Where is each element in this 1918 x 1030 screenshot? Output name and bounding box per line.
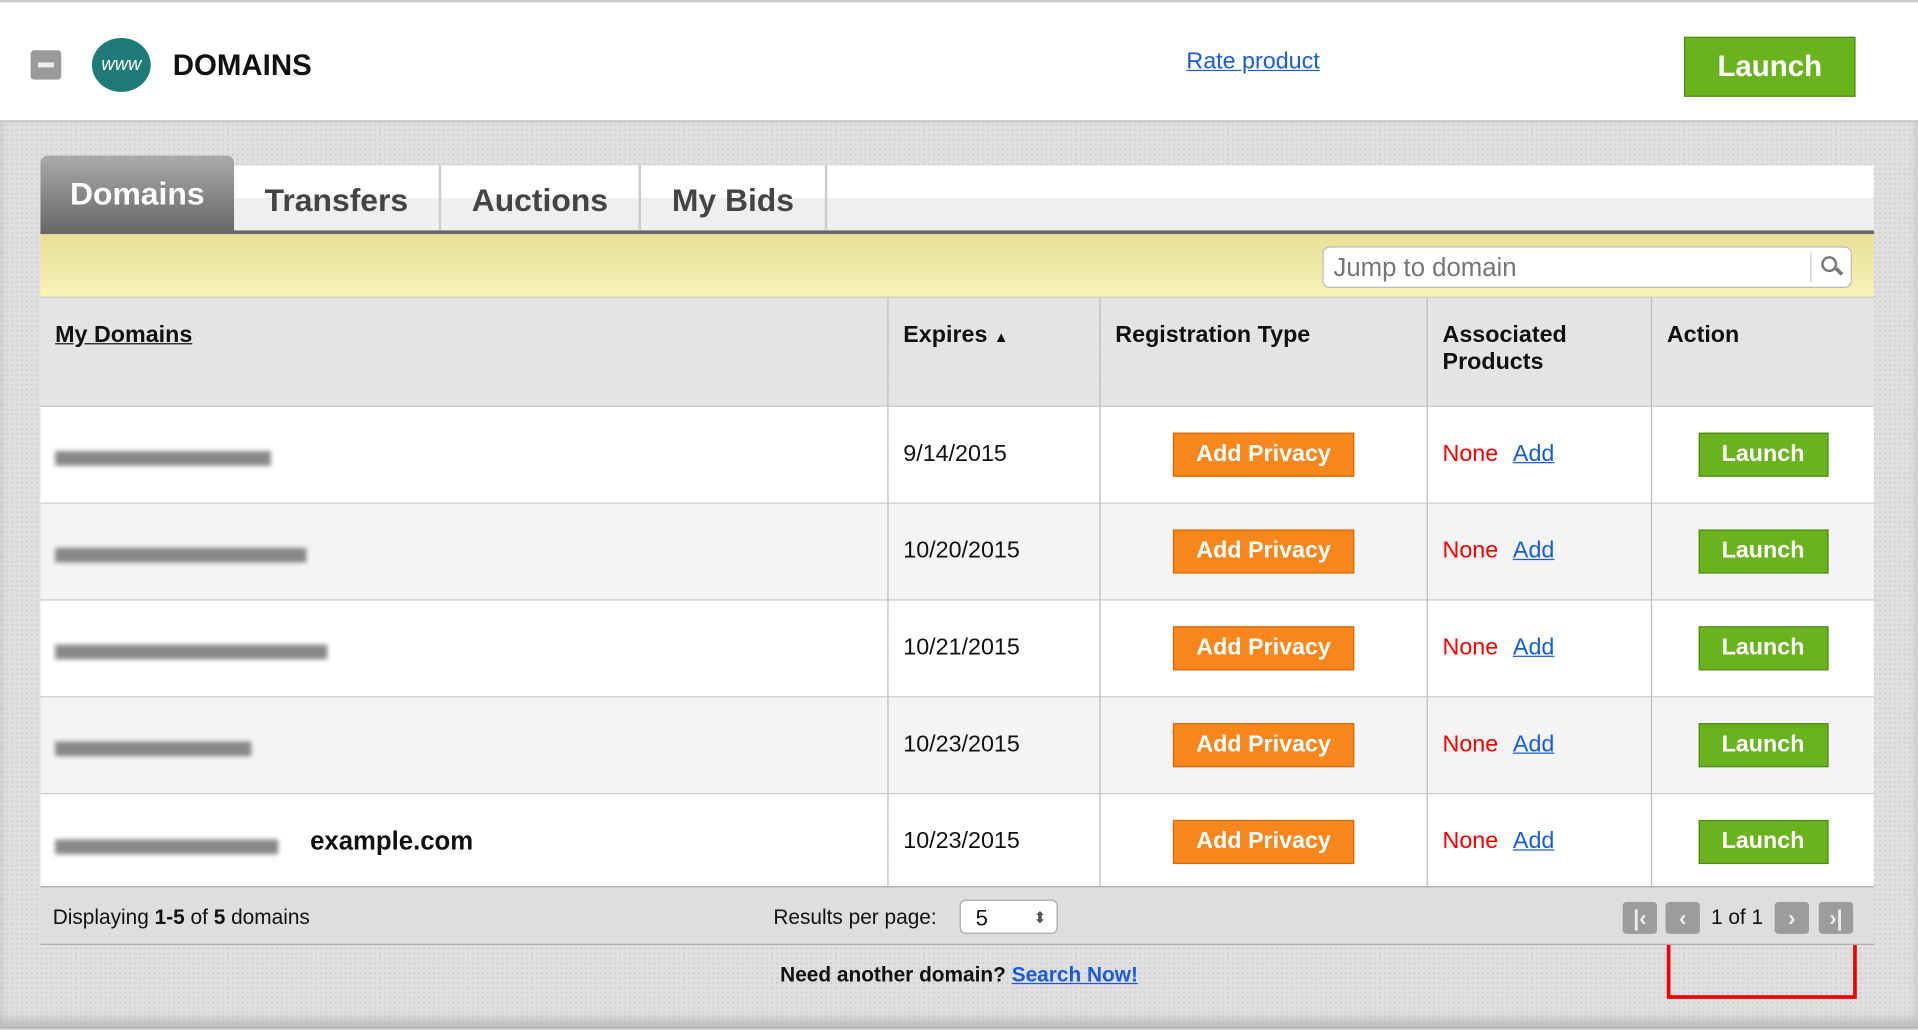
add-product-link[interactable]: Add xyxy=(1512,828,1555,855)
blurred-domain-name xyxy=(55,644,328,660)
domain-label: example.com xyxy=(310,827,474,856)
blurred-domain-name xyxy=(55,839,279,855)
associated-none: None xyxy=(1442,634,1499,661)
page-title: DOMAINS xyxy=(172,49,312,83)
search-bar xyxy=(40,234,1874,298)
sort-my-domains[interactable]: My Domains xyxy=(55,322,193,349)
table-row: example.com 10/23/2015 Add Privacy None A… xyxy=(40,792,1874,890)
action-header: Action xyxy=(1651,297,1874,407)
table-footer: Displaying 1-5 of 5 domains Results per … xyxy=(40,886,1874,945)
www-globe-icon: www xyxy=(91,37,151,92)
tab-my-bids[interactable]: My Bids xyxy=(641,165,828,231)
add-privacy-button[interactable]: Add Privacy xyxy=(1172,819,1355,865)
add-product-link[interactable]: Add xyxy=(1512,441,1555,467)
tab-domains[interactable]: Domains xyxy=(40,155,235,235)
add-privacy-button[interactable]: Add Privacy xyxy=(1172,529,1355,574)
launch-button[interactable]: Launch xyxy=(1698,626,1828,671)
launch-button[interactable]: Launch xyxy=(1698,723,1828,768)
expires-cell: 10/21/2015 xyxy=(887,599,1101,697)
table-row: 9/14/2015 Add Privacy None Add Launch xyxy=(40,405,1874,504)
domain-cell[interactable]: example.com xyxy=(40,792,889,890)
launch-button[interactable]: Launch xyxy=(1698,529,1828,574)
tab-bar: Domains Transfers Auctions My Bids xyxy=(40,155,1874,235)
add-product-link[interactable]: Add xyxy=(1512,731,1555,758)
table-row: 10/20/2015 Add Privacy None Add Launch xyxy=(40,502,1874,600)
table-row: 10/21/2015 Add Privacy None Add Launch xyxy=(40,599,1874,697)
tab-transfers[interactable]: Transfers xyxy=(234,165,442,231)
rate-product-link[interactable]: Rate product xyxy=(1186,49,1320,75)
associated-none: None xyxy=(1442,731,1499,758)
domain-cell[interactable] xyxy=(40,599,889,697)
table-header: My Domains Expires ▲ Registration Type A… xyxy=(40,297,1874,407)
associated-none: None xyxy=(1442,538,1499,564)
domain-cell[interactable] xyxy=(40,502,889,600)
assoc-header: Associated Products xyxy=(1427,297,1653,407)
expires-cell: 10/20/2015 xyxy=(887,502,1101,600)
launch-button[interactable]: Launch xyxy=(1698,819,1828,865)
blurred-domain-name xyxy=(55,547,307,563)
jump-to-domain xyxy=(1322,246,1852,289)
collapse-icon[interactable] xyxy=(30,50,62,80)
displaying-count: Displaying 1-5 of 5 domains xyxy=(52,905,310,930)
table-row: 10/23/2015 Add Privacy None Add Launch xyxy=(40,696,1874,794)
regtype-header: Registration Type xyxy=(1099,297,1428,407)
blurred-domain-name xyxy=(55,451,271,466)
launch-button-header[interactable]: Launch xyxy=(1683,36,1856,97)
expires-cell: 10/23/2015 xyxy=(887,792,1101,890)
add-privacy-button[interactable]: Add Privacy xyxy=(1172,432,1355,477)
associated-none: None xyxy=(1442,441,1499,467)
expires-cell: 10/23/2015 xyxy=(887,696,1101,794)
domain-cell[interactable] xyxy=(40,696,889,794)
tab-auctions[interactable]: Auctions xyxy=(441,165,641,231)
next-page-icon[interactable]: › xyxy=(1774,902,1809,934)
need-another-domain: Need another domain? Search Now! xyxy=(780,963,1138,987)
prev-page-icon[interactable]: ‹ xyxy=(1665,902,1700,934)
domains-panel: Domains Transfers Auctions My Bids My Do… xyxy=(0,122,1918,1030)
add-product-link[interactable]: Add xyxy=(1512,634,1555,661)
header-bar: www DOMAINS Rate product Launch xyxy=(0,0,1918,123)
domain-cell[interactable] xyxy=(40,405,889,504)
first-page-icon[interactable]: |‹ xyxy=(1622,902,1658,934)
add-product-link[interactable]: Add xyxy=(1512,538,1555,564)
add-privacy-button[interactable]: Add Privacy xyxy=(1172,626,1355,671)
launch-button[interactable]: Launch xyxy=(1698,432,1828,477)
last-page-icon[interactable]: ›| xyxy=(1818,902,1854,934)
search-icon[interactable] xyxy=(1810,252,1843,282)
add-privacy-button[interactable]: Add Privacy xyxy=(1172,723,1355,768)
search-now-link[interactable]: Search Now! xyxy=(1011,963,1138,987)
associated-none: None xyxy=(1442,828,1499,855)
sort-expires[interactable]: Expires ▲ xyxy=(887,297,1101,407)
page-indicator: 1 of 1 xyxy=(1710,905,1764,930)
sort-asc-icon: ▲ xyxy=(993,328,1009,346)
results-per-page-select[interactable]: 5 xyxy=(959,899,1058,935)
blurred-domain-name xyxy=(55,741,252,757)
expires-cell: 9/14/2015 xyxy=(887,405,1101,504)
expires-header: Expires xyxy=(903,322,988,349)
results-per-page-label: Results per page: xyxy=(773,905,937,930)
domains-table: My Domains Expires ▲ Registration Type A… xyxy=(40,297,1874,890)
jump-to-domain-input[interactable] xyxy=(1331,252,1796,285)
